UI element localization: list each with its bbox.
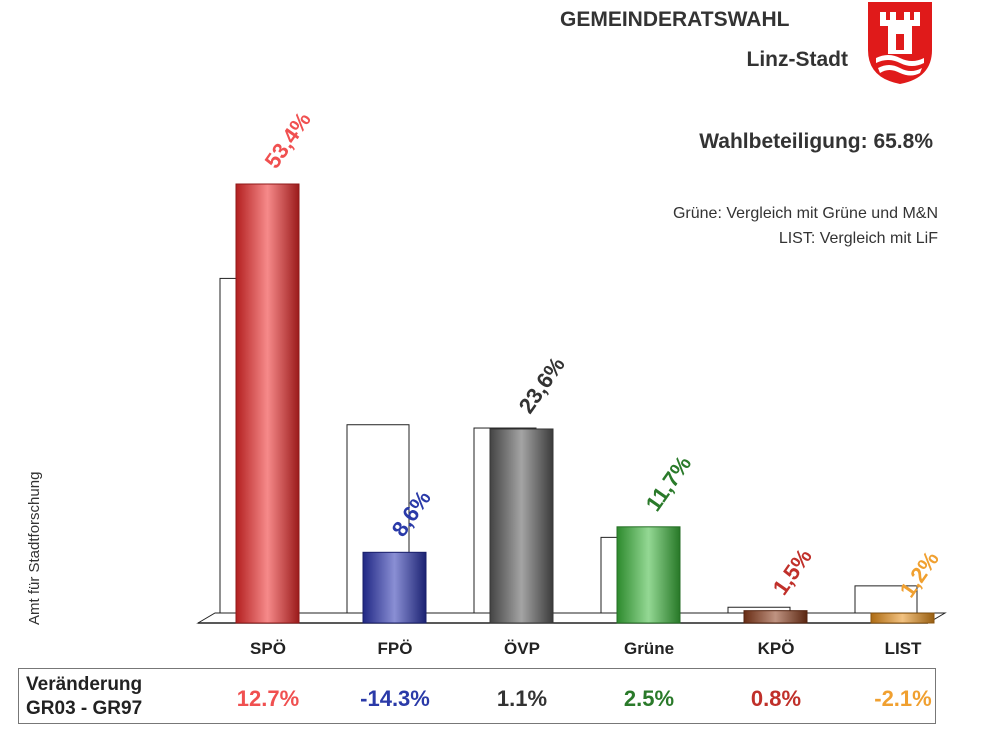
- value-label-3: 11,7%: [641, 451, 697, 515]
- change-value-1: -14.3%: [360, 686, 430, 711]
- bar-previous-5: [854, 585, 918, 614]
- value-label-0: 53,4%: [260, 107, 316, 172]
- chart-title: GEMEINDERATSWAHL: [560, 8, 790, 31]
- note-list: LIST: Vergleich mit LiF: [778, 230, 938, 247]
- category-label-0: SPÖ: [250, 639, 286, 658]
- note-gruene: Grüne: Vergleich mit Grüne und M&N: [672, 205, 938, 222]
- change-value-4: 0.8%: [750, 686, 802, 711]
- change-value-3: 2.5%: [623, 686, 675, 711]
- bar-current-0: [235, 183, 300, 624]
- category-label-2: ÖVP: [504, 639, 540, 658]
- bar-current-3: [616, 526, 681, 624]
- value-label-5: 1,2%: [895, 547, 944, 602]
- category-label-4: KPÖ: [758, 639, 795, 658]
- value-label-2: 23,6%: [514, 352, 570, 417]
- change-box: [18, 668, 936, 724]
- category-label-3: Grüne: [624, 639, 674, 658]
- change-label-line2: GR03 - GR97: [26, 698, 143, 719]
- chart-floor: [196, 612, 947, 624]
- bar-current-4: [743, 610, 808, 624]
- bar-current-1: [362, 551, 427, 624]
- chart-floor-top: [196, 612, 947, 624]
- change-value-2: 1.1%: [496, 686, 548, 711]
- chart-subtitle: Linz-Stadt: [746, 48, 848, 71]
- value-label-4: 1,5%: [768, 544, 817, 599]
- change-value-0: 12.7%: [236, 686, 300, 711]
- category-label-1: FPÖ: [378, 639, 413, 658]
- source-credit: Amt für Stadtforschung: [26, 471, 43, 625]
- change-value-5: -2.1%: [874, 686, 932, 711]
- change-label-line1: Veränderung: [26, 674, 143, 695]
- bar-current-5: [870, 612, 935, 624]
- bar-current-2: [489, 428, 554, 624]
- category-label-5: LIST: [885, 639, 922, 658]
- linz-coat-of-arms-icon: [868, 2, 932, 84]
- turnout-text: Wahlbeteiligung: 65.8%: [699, 130, 933, 153]
